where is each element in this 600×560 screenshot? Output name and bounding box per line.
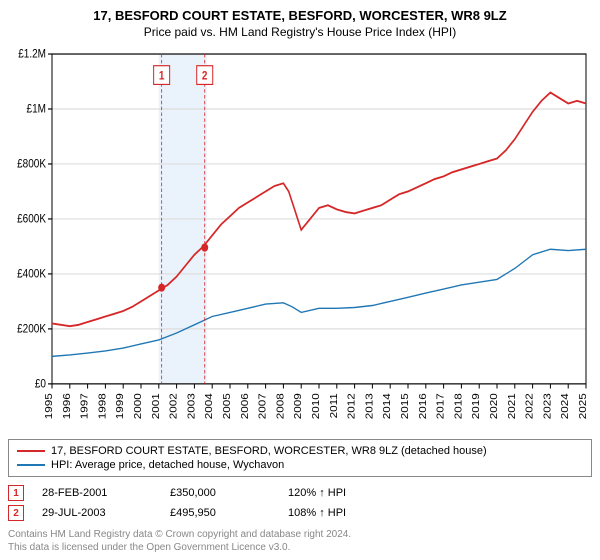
x-tick-label: 2003 [186, 393, 197, 419]
x-tick-label: 1999 [115, 393, 126, 419]
page-title: 17, BESFORD COURT ESTATE, BESFORD, WORCE… [8, 8, 592, 23]
page-subtitle: Price paid vs. HM Land Registry's House … [8, 25, 592, 39]
x-tick-label: 2013 [364, 393, 375, 419]
x-tick-label: 2017 [435, 393, 446, 419]
event-pct: 108% ↑ HPI [288, 507, 346, 519]
legend-row: 17, BESFORD COURT ESTATE, BESFORD, WORCE… [17, 444, 583, 458]
y-tick-label: £800K [17, 158, 47, 171]
y-tick-label: £400K [17, 268, 47, 281]
x-tick-label: 2018 [453, 393, 464, 419]
x-tick-label: 1995 [44, 393, 55, 419]
x-tick-label: 2010 [311, 393, 322, 419]
event-row: 1 28-FEB-2001 £350,000 120% ↑ HPI [8, 483, 592, 503]
y-tick-label: £1M [27, 103, 46, 116]
event-row: 2 29-JUL-2003 £495,950 108% ↑ HPI [8, 503, 592, 523]
event-badge: 2 [8, 505, 24, 521]
x-tick-label: 2005 [222, 393, 233, 419]
x-tick-label: 2016 [418, 393, 429, 419]
x-tick-label: 2011 [329, 393, 340, 418]
event-pct: 120% ↑ HPI [288, 487, 346, 499]
event-date: 29-JUL-2003 [42, 507, 152, 519]
price-chart: £0 £200K £400K £600K £800K £1M £1.2M 1995 1996 19… [8, 47, 592, 433]
x-tick-label: 2024 [560, 393, 571, 419]
event-badge-label: 1 [159, 70, 165, 83]
x-tick-label: 1996 [62, 393, 73, 419]
x-tick-label: 2019 [471, 393, 482, 419]
x-tick-label: 2015 [400, 393, 411, 419]
x-tick-label: 2022 [524, 393, 535, 419]
x-tick-label: 2009 [293, 393, 304, 419]
x-tick-label: 2006 [240, 393, 251, 419]
footer-line: This data is licensed under the Open Gov… [8, 542, 592, 555]
y-tick-label: £1.2M [18, 48, 46, 61]
legend-label: 17, BESFORD COURT ESTATE, BESFORD, WORCE… [51, 445, 487, 457]
series-line [52, 249, 586, 356]
footer-line: Contains HM Land Registry data © Crown c… [8, 529, 592, 542]
legend-swatch [17, 464, 45, 466]
legend: 17, BESFORD COURT ESTATE, BESFORD, WORCE… [8, 439, 592, 477]
x-tick-label: 2004 [204, 393, 215, 419]
x-tick-label: 1998 [97, 393, 108, 419]
x-tick-label: 2014 [382, 393, 393, 419]
event-date: 28-FEB-2001 [42, 487, 152, 499]
x-tick-label: 2000 [133, 393, 144, 419]
series-line [52, 93, 586, 327]
x-tick-label: 2007 [257, 393, 268, 419]
x-tick-label: 2008 [275, 393, 286, 419]
x-tick-label: 2023 [542, 393, 553, 419]
event-price: £495,950 [170, 507, 270, 519]
legend-row: HPI: Average price, detached house, Wych… [17, 458, 583, 472]
y-tick-label: £200K [17, 323, 47, 336]
y-tick-label: £0 [35, 378, 46, 391]
x-tick-label: 2001 [151, 393, 162, 419]
x-tick-label: 2020 [489, 393, 500, 419]
x-tick-label: 2021 [507, 393, 518, 419]
legend-label: HPI: Average price, detached house, Wych… [51, 459, 284, 471]
x-tick-label: 2025 [578, 393, 589, 419]
events-table: 1 28-FEB-2001 £350,000 120% ↑ HPI 2 29-JUL-20… [8, 483, 592, 523]
x-tick-label: 2002 [168, 393, 179, 419]
footer: Contains HM Land Registry data © Crown c… [8, 529, 592, 554]
x-tick-label: 2012 [346, 393, 357, 419]
event-badge-label: 2 [202, 70, 208, 83]
x-tick-label: 1997 [79, 393, 90, 419]
event-badge: 1 [8, 485, 24, 501]
event-price: £350,000 [170, 487, 270, 499]
y-tick-label: £600K [17, 213, 47, 226]
legend-swatch [17, 450, 45, 452]
